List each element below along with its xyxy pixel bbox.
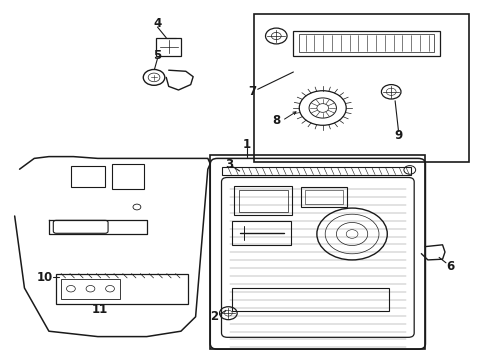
Bar bbox=[254, 14, 468, 162]
Bar bbox=[61, 279, 120, 299]
Bar bbox=[299, 34, 433, 52]
Bar bbox=[232, 288, 388, 311]
Text: 9: 9 bbox=[394, 129, 402, 141]
Text: 11: 11 bbox=[92, 303, 108, 316]
Bar bbox=[210, 155, 425, 349]
Text: 8: 8 bbox=[272, 114, 280, 127]
Text: 10: 10 bbox=[37, 271, 53, 284]
Bar bbox=[238, 190, 287, 212]
Bar bbox=[233, 186, 292, 215]
Bar bbox=[156, 38, 181, 56]
Bar bbox=[300, 187, 346, 207]
Bar bbox=[56, 274, 188, 304]
Text: 7: 7 bbox=[247, 85, 255, 98]
Bar bbox=[222, 167, 410, 175]
Text: 6: 6 bbox=[445, 260, 453, 273]
Bar bbox=[71, 166, 105, 187]
Text: 3: 3 bbox=[224, 158, 232, 171]
Bar bbox=[304, 190, 343, 204]
Text: 1: 1 bbox=[243, 138, 250, 150]
Text: 4: 4 bbox=[153, 17, 161, 30]
Text: 2: 2 bbox=[210, 310, 218, 323]
Text: 5: 5 bbox=[153, 49, 161, 62]
Bar bbox=[112, 164, 144, 189]
Bar bbox=[232, 221, 290, 245]
Bar bbox=[293, 31, 439, 56]
